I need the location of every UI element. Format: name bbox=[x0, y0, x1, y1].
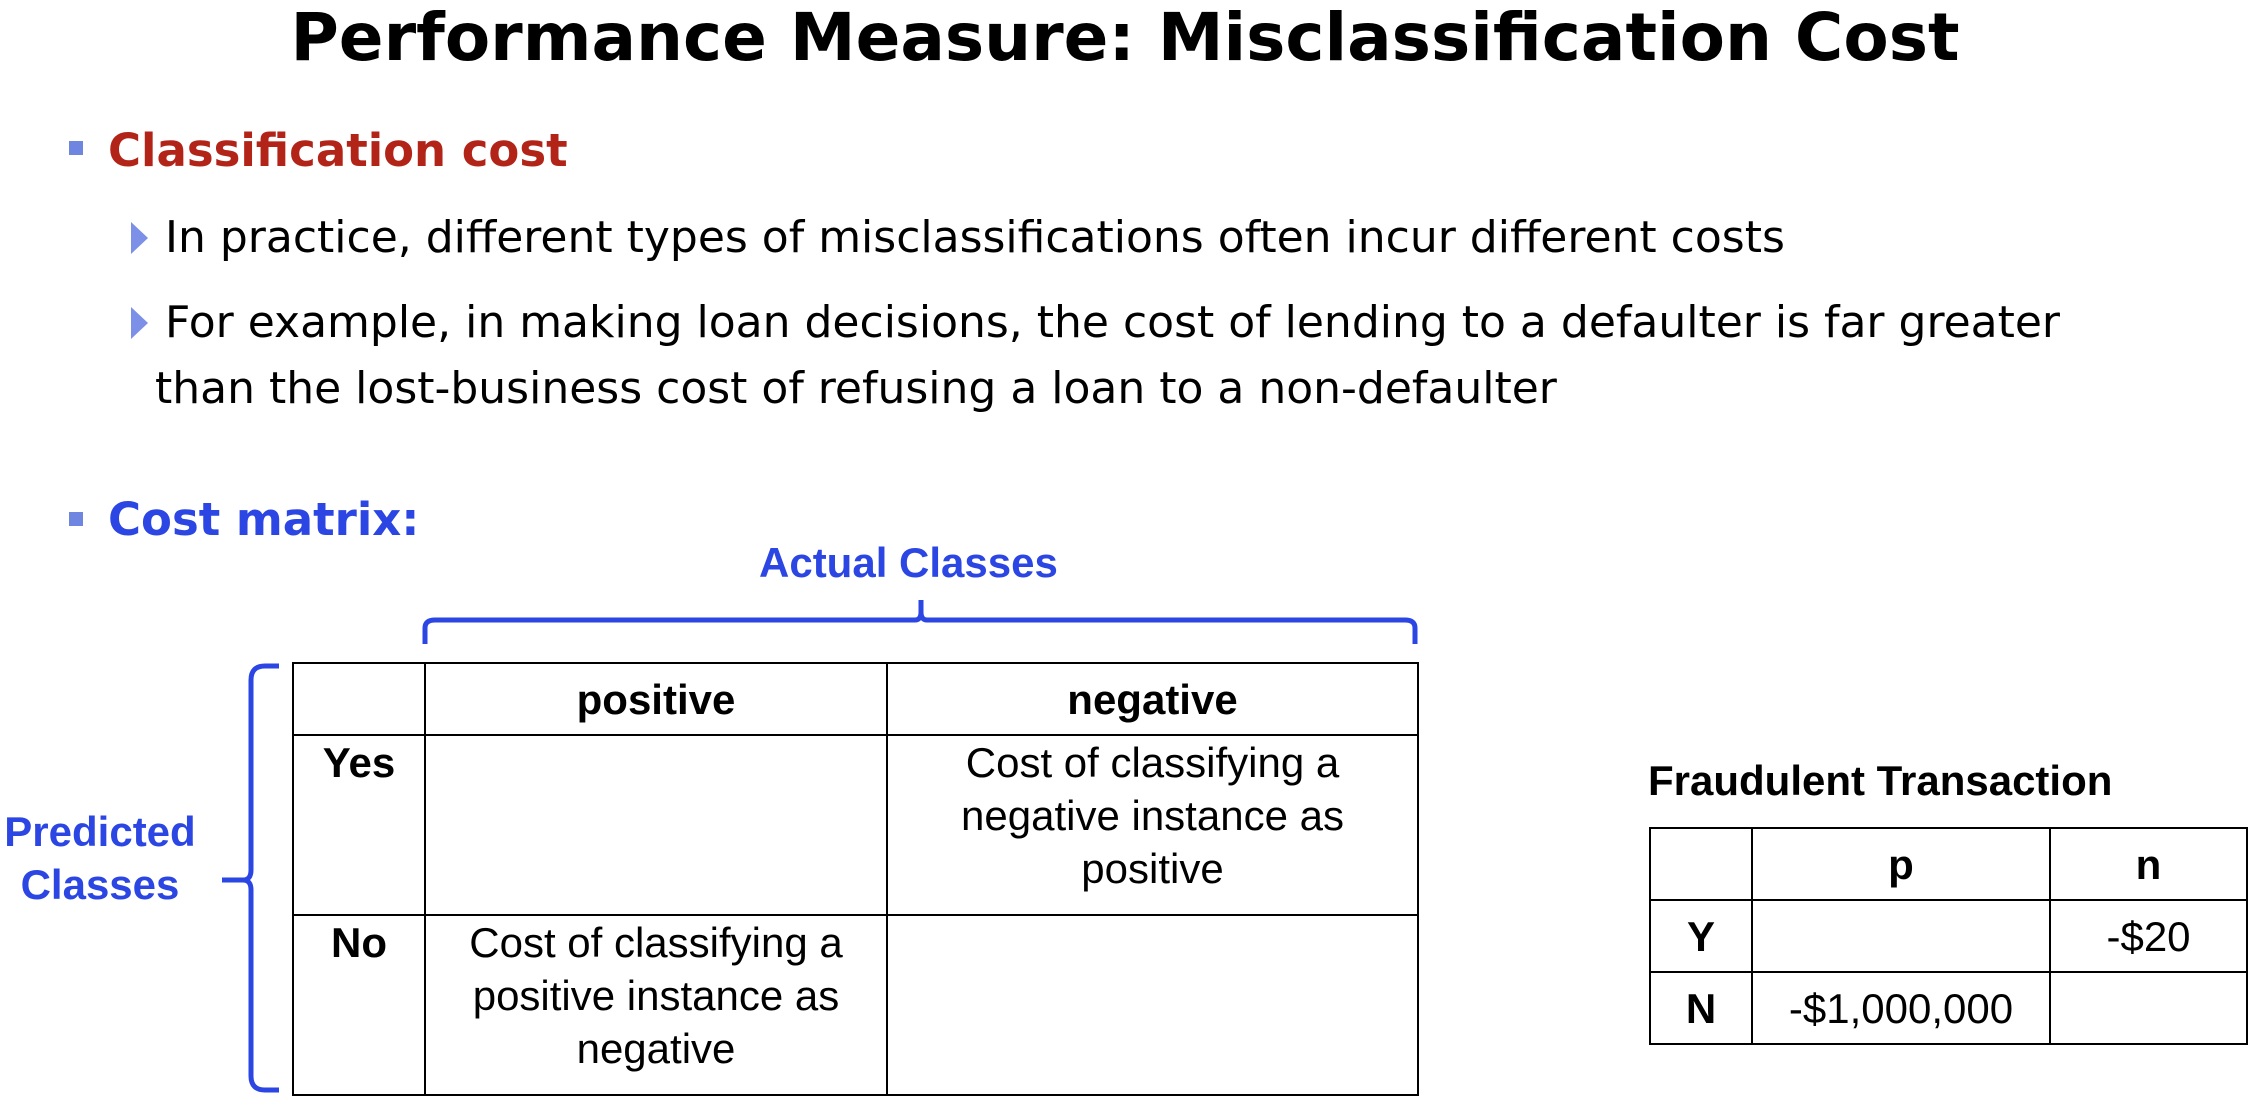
fraud-corner-cell bbox=[1649, 827, 1753, 901]
cell-no-negative bbox=[886, 914, 1419, 1096]
table-row: positive negative bbox=[292, 662, 1419, 736]
row-header-yes: Yes bbox=[292, 734, 426, 916]
table-row: Yes Cost of classifying a negative insta… bbox=[292, 734, 1419, 916]
fraud-row-header-n: N bbox=[1649, 971, 1753, 1045]
section-heading-cost-matrix: Cost matrix: bbox=[108, 493, 420, 546]
cost-matrix-corner-cell bbox=[292, 662, 426, 736]
cost-matrix-table: positive negative Yes Cost of classifyin… bbox=[292, 662, 1419, 1096]
bullet-text-2: For example, in making loan decisions, t… bbox=[165, 297, 2061, 348]
bullet-square-icon bbox=[69, 512, 83, 526]
section-heading-classification-cost: Classification cost bbox=[108, 124, 568, 177]
row-header-yes-text: Yes bbox=[322, 739, 396, 786]
cell-yes-negative: Cost of classifying a negative instance … bbox=[886, 734, 1419, 916]
predicted-classes-label-line2: Classes bbox=[20, 861, 180, 908]
bullet-arrow-icon bbox=[131, 222, 148, 254]
fraud-col-header-p: p bbox=[1751, 827, 2051, 901]
bullet-arrow-icon bbox=[131, 307, 148, 339]
cell-text-line: negative instance as bbox=[961, 792, 1344, 839]
cell-yes-positive bbox=[424, 734, 888, 916]
table-row: N -$1,000,000 bbox=[1649, 971, 2248, 1045]
table-row: No Cost of classifying a positive instan… bbox=[292, 914, 1419, 1096]
fraud-cell-n-p: -$1,000,000 bbox=[1751, 971, 2051, 1045]
predicted-classes-label-line1: Predicted bbox=[4, 808, 196, 855]
cell-text-line: Cost of classifying a bbox=[965, 739, 1340, 786]
actual-classes-brace bbox=[422, 600, 1418, 644]
row-header-no-text: No bbox=[331, 919, 387, 966]
cell-text-line: positive bbox=[1081, 845, 1224, 892]
fraud-row-header-y: Y bbox=[1649, 899, 1753, 973]
fraud-col-header-n: n bbox=[2049, 827, 2248, 901]
cell-text-line: positive instance as bbox=[472, 972, 840, 1019]
cell-no-positive: Cost of classifying a positive instance … bbox=[424, 914, 888, 1096]
table-row: p n bbox=[1649, 827, 2248, 901]
fraud-table-title: Fraudulent Transaction bbox=[1648, 757, 2113, 804]
table-row: Y -$20 bbox=[1649, 899, 2248, 973]
col-header-negative: negative bbox=[886, 662, 1419, 736]
row-header-no: No bbox=[292, 914, 426, 1096]
fraud-table: p n Y -$20 N -$1,000,000 bbox=[1649, 827, 2248, 1045]
fraud-cell-n-n bbox=[2049, 971, 2248, 1045]
fraud-cell-y-n: -$20 bbox=[2049, 899, 2248, 973]
slide-title: Performance Measure: Misclassification C… bbox=[290, 0, 1960, 76]
bullet-square-icon bbox=[69, 141, 83, 155]
cell-text-line: negative bbox=[576, 1025, 736, 1072]
fraud-cell-y-p bbox=[1751, 899, 2051, 973]
bullet-text-2-continued: than the lost-business cost of refusing … bbox=[155, 363, 1557, 414]
predicted-classes-brace bbox=[222, 663, 279, 1093]
col-header-positive: positive bbox=[424, 662, 888, 736]
bullet-text-1: In practice, different types of misclass… bbox=[165, 212, 1785, 263]
actual-classes-label: Actual Classes bbox=[759, 539, 1058, 586]
cell-text-line: Cost of classifying a bbox=[469, 919, 843, 966]
